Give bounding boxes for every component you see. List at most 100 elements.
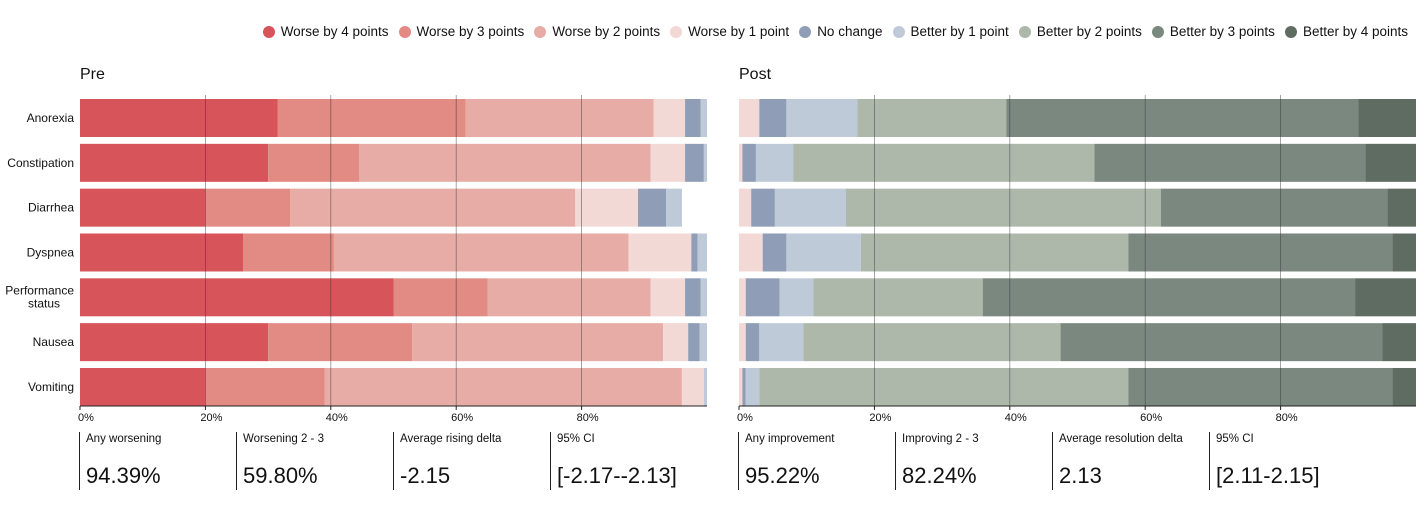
x-tick-label: 0%: [737, 412, 753, 424]
bar-segment: [685, 99, 701, 137]
category-label: Diarrhea: [28, 201, 74, 215]
bar-segment: [277, 99, 466, 137]
bar-segment: [803, 323, 1061, 362]
bar-segment: [663, 323, 689, 362]
bar-segment: [80, 233, 244, 272]
category-label: Vomiting: [28, 380, 74, 394]
bar-segment: [412, 323, 664, 362]
bar-segment: [80, 323, 269, 362]
stat-value: -2.15: [400, 463, 451, 488]
bar-segment: [1006, 99, 1359, 137]
bar-segment: [1365, 143, 1416, 182]
legend-item: Better by 4 points: [1284, 24, 1408, 39]
bar-segment: [290, 188, 576, 227]
bar-segment: [739, 278, 746, 317]
bar-segment: [703, 143, 707, 182]
bar-segment: [243, 233, 334, 272]
bar-segment: [700, 99, 707, 137]
legend-item: No change: [799, 24, 883, 39]
bar-segment: [1160, 188, 1388, 227]
legend-label: Worse by 2 points: [552, 24, 661, 39]
bar-segment: [703, 367, 707, 406]
stat-value: [2.11-2.15]: [1216, 463, 1320, 488]
stat-label: Worsening 2 - 3: [243, 433, 324, 445]
bar-segment: [205, 367, 325, 406]
bar-segment: [745, 278, 780, 317]
bar-segment: [268, 323, 413, 362]
bar-segment: [700, 278, 707, 317]
bar-segment: [1392, 367, 1416, 406]
bar-segment: [745, 367, 760, 406]
legend-label: Better by 2 points: [1036, 24, 1142, 39]
bar-segment: [324, 367, 682, 406]
bar-segment: [691, 233, 698, 272]
stat-post-95-ci: 95% CI [2.11-2.15]: [1209, 432, 1320, 490]
bar-segment: [80, 99, 278, 137]
bar-segment: [666, 188, 682, 227]
bar-segment: [80, 188, 206, 227]
x-tick-label: 80%: [577, 412, 599, 424]
bar-segment: [697, 233, 707, 272]
bar-segment: [739, 367, 743, 406]
bar-segment: [681, 367, 704, 406]
legend: Worse by 4 points Worse by 3 points Worse …: [253, 24, 1408, 39]
bar-segment: [1128, 367, 1393, 406]
bar-segment: [359, 143, 651, 182]
bar-segment: [857, 99, 1007, 137]
stat-label: Improving 2 - 3: [902, 433, 979, 445]
x-tick-label: 0%: [78, 412, 94, 424]
category-label: Constipation: [7, 156, 74, 170]
stat-label: Any improvement: [745, 433, 835, 445]
stat-average-rising-delta: Average rising delta -2.15: [393, 432, 501, 490]
bar-segment: [688, 323, 700, 362]
stat-value: 95.22%: [745, 463, 820, 488]
bar-segment: [786, 233, 861, 272]
bar-segment: [751, 188, 775, 227]
bar-segment: [739, 188, 752, 227]
bar-segment: [755, 143, 794, 182]
stat-value: 94.39%: [86, 463, 161, 488]
pre-panel-title: Pre: [80, 66, 105, 83]
legend-item: Better by 3 points: [1151, 24, 1275, 39]
stat-worsening-2-3: Worsening 2 - 3 59.80%: [236, 432, 324, 490]
bar-segment: [1060, 323, 1383, 362]
bar-segment: [739, 143, 743, 182]
legend-swatch: [670, 25, 683, 38]
legend-swatch: [1018, 25, 1031, 38]
legend-swatch: [262, 25, 275, 38]
stat-value: [-2.17--2.13]: [557, 463, 677, 488]
bar-segment: [333, 233, 629, 272]
x-tick-label: 20%: [869, 412, 891, 424]
stat-pre-95-ci: 95% CI [-2.17--2.13]: [550, 432, 677, 490]
stat-label: Any worsening: [86, 433, 162, 445]
legend-label: Worse by 4 points: [280, 24, 389, 39]
x-tick-label: 20%: [200, 412, 222, 424]
bar-segment: [650, 143, 686, 182]
legend-swatch: [892, 25, 905, 38]
bar-segment: [685, 278, 701, 317]
stat-value: 59.80%: [243, 463, 318, 488]
legend-label: No change: [817, 24, 883, 39]
bar-segment: [1355, 278, 1416, 317]
legend-label: Better by 3 points: [1169, 24, 1275, 39]
legend-label: Better by 4 points: [1302, 24, 1408, 39]
bar-segment: [205, 188, 291, 227]
legend-item: Worse by 2 points: [534, 24, 660, 39]
legend-item: Better by 1 point: [892, 24, 1009, 39]
bar-segment: [845, 188, 1161, 227]
category-label: Anorexia: [27, 111, 75, 125]
legend-label: Worse by 1 point: [688, 24, 790, 39]
x-tick-label: 60%: [451, 412, 473, 424]
legend-swatch: [398, 25, 411, 38]
bar-segment: [650, 278, 686, 317]
bar-segment: [80, 367, 206, 406]
bar-segment: [759, 99, 787, 137]
bar-segment: [1358, 99, 1416, 137]
bar-segment: [1128, 233, 1393, 272]
bar-segment: [739, 323, 746, 362]
bar-segment: [759, 323, 804, 362]
stat-average-resolution-delta: Average resolution delta 2.13: [1052, 432, 1183, 490]
bar-segment: [685, 143, 704, 182]
bar-segment: [739, 99, 760, 137]
